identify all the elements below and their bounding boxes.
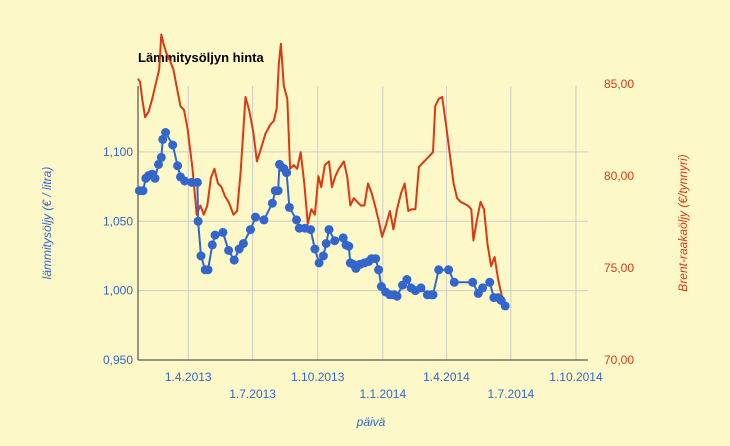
heating-oil-data-point (229, 255, 239, 265)
heating-oil-data-point (282, 168, 292, 178)
heating-oil-data-point (478, 283, 488, 293)
heating-oil-data-point (344, 241, 354, 251)
heating-oil-data-point (338, 233, 348, 243)
heating-oil-data-point (449, 277, 459, 287)
heating-oil-data-point (330, 236, 340, 246)
heating-oil-data-point (161, 128, 171, 137)
heating-oil-data-point (500, 301, 510, 311)
heating-oil-data-point (180, 176, 190, 186)
left-y-tick-label: 1,000 (103, 284, 133, 298)
heating-oil-data-point (314, 258, 324, 268)
heating-oil-data-point (203, 265, 213, 275)
heating-oil-data-point (150, 173, 160, 183)
heating-oil-data-point (246, 225, 255, 235)
heating-oil-data-point (434, 265, 444, 275)
heating-oil-data-point (485, 277, 495, 287)
heating-oil-data-point (273, 186, 283, 196)
left-y-tick-label: 1,100 (103, 145, 133, 159)
heating-oil-data-point (318, 251, 328, 261)
heating-oil-data-point (284, 202, 294, 212)
heating-oil-data-point (324, 225, 334, 235)
heating-oil-data-point (218, 227, 228, 237)
heating-oil-data-point (154, 159, 163, 169)
x-tick-labels: 1.4.2013 1.10.2013 1.4.2014 1.10.2014 1.7.20… (165, 370, 603, 401)
heating-oil-data-point (192, 177, 202, 187)
right-y-tick-label: 85,00 (604, 77, 634, 91)
heating-oil-data-point (371, 254, 381, 264)
left-y-tick-label: 1,050 (103, 214, 133, 228)
x-tick-label: 1.7.2013 (229, 387, 276, 401)
heating-oil-data-point (306, 225, 316, 235)
heating-oil-data-point (292, 215, 301, 225)
grid-lines (138, 86, 588, 361)
heating-oil-data-point (210, 230, 220, 240)
heating-oil-data-point (207, 240, 217, 250)
x-tick-label: 1.10.2014 (549, 370, 603, 384)
heating-oil-data-point (416, 283, 426, 293)
x-tick-label: 1.7.2014 (488, 387, 535, 401)
heating-oil-data-point (468, 277, 478, 287)
heating-oil-data-point (374, 265, 384, 275)
heating-oil-data-point (158, 134, 168, 144)
brent-price-line (137, 33, 507, 302)
heating-oil-data-point (251, 212, 260, 222)
heating-oil-data-point (428, 290, 438, 300)
heating-oil-data-point (310, 244, 320, 254)
heating-oil-data-point (193, 216, 203, 226)
heating-oil-data-point (267, 198, 277, 208)
left-y-tick-labels: 0,950 1,000 1,050 1,100 (103, 145, 133, 367)
right-y-tick-labels: 70,00 75,00 80,00 85,00 (604, 77, 634, 367)
heating-oil-data-point (392, 291, 402, 301)
heating-oil-data-point (259, 215, 269, 225)
left-y-axis-title: lämmitysöljy (€ / litra) (40, 167, 54, 280)
heating-oil-data-point (224, 245, 234, 255)
x-tick-label: 1.10.2013 (291, 370, 345, 384)
heating-oil-data-point (173, 161, 183, 171)
heating-oil-data-point (238, 239, 248, 248)
x-tick-label: 1.4.2013 (165, 370, 212, 384)
heating-oil-data-point (321, 239, 331, 248)
right-y-tick-label: 75,00 (604, 261, 634, 275)
right-y-tick-label: 70,00 (604, 353, 634, 367)
heating-oil-data-point (138, 186, 148, 196)
right-y-tick-label: 80,00 (604, 169, 634, 183)
left-y-tick-label: 0,950 (103, 353, 133, 367)
heating-oil-data-point (444, 265, 454, 275)
heating-oil-data-point (168, 140, 178, 150)
heating-oil-data-point (196, 251, 206, 261)
x-tick-label: 1.4.2014 (423, 370, 470, 384)
heating-oil-data-point (156, 152, 166, 162)
right-y-axis-title: Brent-raakaöljy (€/tynnyri) (676, 154, 690, 291)
series-layer (134, 33, 510, 311)
x-axis-title: päivä (356, 415, 386, 429)
chart-title: Lämmitysöljyn hinta (138, 50, 264, 65)
x-tick-label: 1.1.2014 (359, 387, 406, 401)
heating-oil-data-point (402, 275, 412, 284)
